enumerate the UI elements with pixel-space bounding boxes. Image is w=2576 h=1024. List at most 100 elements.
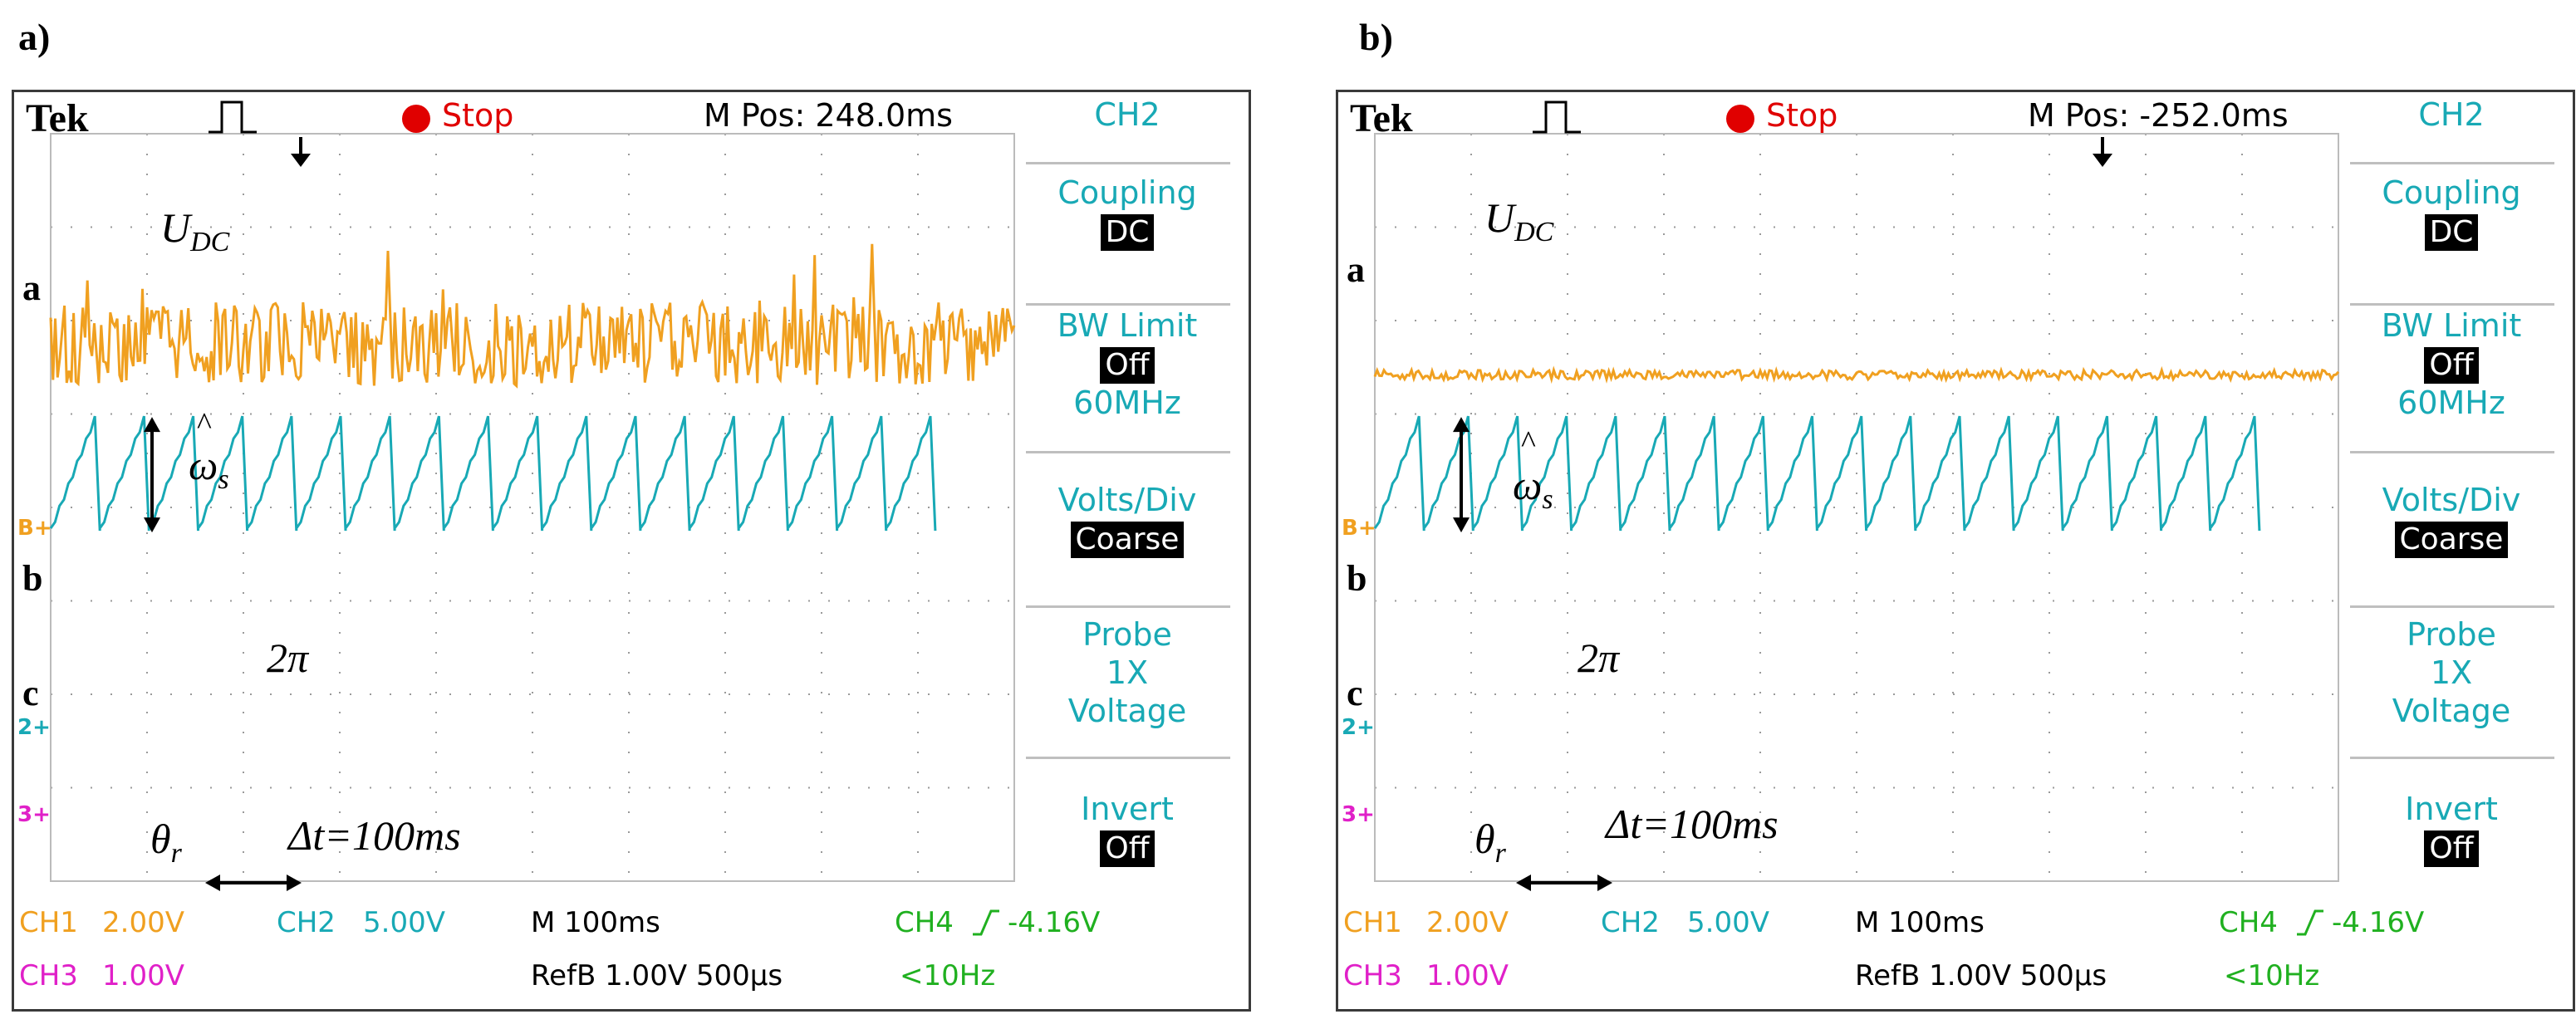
coupling-value: DC <box>2424 214 2479 251</box>
trace-label-b: b <box>22 558 43 599</box>
bw-limit-frequency: 60MHz <box>2397 385 2505 421</box>
udc-annotation: UDC <box>1484 194 1554 247</box>
trace-label-c: c <box>1347 673 1363 713</box>
menu-divider <box>2350 605 2554 608</box>
bw-limit-title: BW Limit <box>1057 307 1198 344</box>
ch1-scale: 2.00V <box>1426 906 1509 939</box>
invert-title: Invert <box>2405 791 2498 827</box>
omega-annotation: ωs <box>189 442 229 495</box>
m-pos-readout: M Pos: 248.0ms <box>704 97 953 134</box>
ref-b-marker: B+ <box>1342 516 1376 541</box>
menu-channel-title: CH2 <box>2418 96 2485 133</box>
trigger-channel: CH4 <box>895 906 954 939</box>
m-pos-readout: M Pos: -252.0ms <box>2028 97 2289 134</box>
bw-limit-value: Off <box>1100 347 1155 384</box>
volts-div-menu[interactable]: Volts/Div Coarse <box>2343 481 2559 558</box>
ch2-marker: 2+ <box>1342 715 1375 740</box>
volts-div-value: Coarse <box>2394 522 2509 558</box>
menu-divider <box>1026 162 1230 164</box>
invert-menu[interactable]: Invert Off <box>2343 790 2559 867</box>
coupling-menu[interactable]: Coupling DC <box>2343 174 2559 251</box>
probe-menu[interactable]: Probe 1X Voltage <box>2343 615 2559 730</box>
ch3-scale: 1.00V <box>1426 959 1509 992</box>
invert-menu[interactable]: Invert Off <box>1019 790 1235 867</box>
ch2-marker: 2+ <box>17 715 51 740</box>
brand-logo: Tek <box>26 96 89 140</box>
menu-divider <box>1026 605 1230 608</box>
waveform-display-b <box>1373 133 2340 891</box>
coupling-title: Coupling <box>1057 174 1197 211</box>
trigger-level: -4.16V <box>2332 906 2425 939</box>
probe-title: Probe <box>2407 616 2496 653</box>
delta-t-annotation: Δt=100ms <box>288 812 461 859</box>
invert-value: Off <box>1100 830 1155 867</box>
volts-div-title: Volts/Div <box>1057 482 1197 518</box>
ref-readout: RefB 1.00V 500µs <box>1855 959 2107 992</box>
menu-divider <box>2350 162 2554 164</box>
volts-div-title: Volts/Div <box>2382 482 2521 518</box>
bw-limit-value: Off <box>2424 347 2479 384</box>
ch3-marker: 3+ <box>17 802 51 827</box>
probe-value: 1X <box>1106 654 1149 691</box>
bw-limit-menu[interactable]: BW Limit Off 60MHz <box>2343 306 2559 422</box>
ch2-scale: 5.00V <box>1687 906 1769 939</box>
oscilloscope-screen-b: Tek Stop M Pos: -252.0ms CH2 Coupling DC… <box>1336 90 2575 1012</box>
probe-menu[interactable]: Probe 1X Voltage <box>1019 615 1235 730</box>
brand-logo: Tek <box>1350 96 1413 140</box>
bw-limit-frequency: 60MHz <box>1073 385 1181 421</box>
ch1-name: CH1 <box>19 906 78 939</box>
timebase: M 100ms <box>1855 906 1985 939</box>
omega-annotation: ωs <box>1513 462 1553 515</box>
trigger-level: -4.16V <box>1008 906 1101 939</box>
panel-label-b: b) <box>1359 16 1393 58</box>
oscilloscope-screen-a: Tek Stop M Pos: 248.0ms CH2 Coupling DC … <box>12 90 1251 1012</box>
graticule-border <box>50 133 1015 882</box>
bw-limit-title: BW Limit <box>2381 307 2522 344</box>
waveform-display-a <box>49 133 1016 891</box>
coupling-menu[interactable]: Coupling DC <box>1019 174 1235 251</box>
probe-value: 1X <box>2430 654 2473 691</box>
trace-label-a: a <box>1347 249 1365 290</box>
panel-label-a: a) <box>18 16 51 58</box>
trace-label-a: a <box>22 267 41 308</box>
timebase: M 100ms <box>531 906 660 939</box>
omega-hat-annotation: ^ <box>197 407 212 442</box>
theta-annotation: θr <box>1474 816 1506 869</box>
ch3-marker: 3+ <box>1342 802 1375 827</box>
ref-readout: RefB 1.00V 500µs <box>531 959 783 992</box>
bw-limit-menu[interactable]: BW Limit Off 60MHz <box>1019 306 1235 422</box>
volts-div-menu[interactable]: Volts/Div Coarse <box>1019 481 1235 558</box>
menu-channel-title: CH2 <box>1094 96 1160 133</box>
acquisition-state: Stop <box>1766 97 1838 134</box>
invert-title: Invert <box>1081 791 1174 827</box>
probe-title: Probe <box>1082 616 1172 653</box>
trace-label-c: c <box>22 673 39 713</box>
two-pi-arrow <box>144 417 160 533</box>
ch3-name: CH3 <box>1343 959 1402 992</box>
menu-divider <box>1026 451 1230 453</box>
delta-t-arrow <box>205 875 302 891</box>
trigger-channel: CH4 <box>2219 906 2278 939</box>
ch2-name: CH2 <box>277 906 336 939</box>
frequency-readout: <10Hz <box>2224 959 2320 992</box>
delta-t-arrow <box>1516 875 1612 891</box>
theta-annotation: θr <box>150 816 182 869</box>
graticule-grid <box>1375 134 2338 881</box>
menu-divider <box>1026 757 1230 759</box>
ch1-name: CH1 <box>1343 906 1402 939</box>
two-pi-annotation: 2π <box>1577 634 1620 681</box>
coupling-title: Coupling <box>2382 174 2521 211</box>
frequency-readout: <10Hz <box>900 959 996 992</box>
ch3-name: CH3 <box>19 959 78 992</box>
coupling-value: DC <box>1100 214 1155 251</box>
graticule-border <box>1374 133 2339 882</box>
omega-hat-annotation: ^ <box>1521 425 1536 460</box>
menu-divider <box>1026 303 1230 306</box>
ch1-scale: 2.00V <box>102 906 184 939</box>
ch3-scale: 1.00V <box>102 959 184 992</box>
menu-divider <box>2350 303 2554 306</box>
trace-ch2 <box>1373 415 2261 532</box>
ch2-name: CH2 <box>1601 906 1660 939</box>
acquisition-state: Stop <box>442 97 514 134</box>
menu-divider <box>2350 451 2554 453</box>
